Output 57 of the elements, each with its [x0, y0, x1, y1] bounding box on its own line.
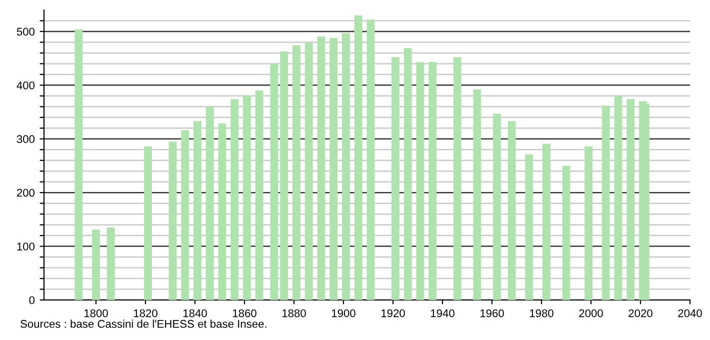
x-tick-label: 1800 [84, 309, 108, 318]
bar [168, 142, 177, 300]
bar [428, 62, 437, 300]
bar [602, 106, 610, 300]
y-tick-label: 100 [17, 242, 35, 250]
bar [392, 57, 400, 300]
bar [354, 15, 362, 300]
bar [144, 146, 152, 300]
bar [416, 62, 424, 300]
x-tick-label: 1860 [232, 309, 256, 318]
bar [342, 33, 350, 300]
y-tick-label: 500 [16, 28, 35, 36]
bar [542, 144, 550, 300]
bar [206, 106, 214, 300]
bar [366, 20, 375, 300]
y-tick-label: 0 [29, 296, 35, 304]
bar [562, 166, 570, 300]
bar [106, 228, 115, 300]
bar [614, 96, 622, 300]
x-tick-label: 1820 [134, 309, 158, 318]
x-tick-label: 1900 [332, 309, 356, 318]
bar [255, 90, 264, 300]
y-tick-label: 200 [16, 188, 35, 197]
x-tick-label: 1940 [430, 309, 454, 318]
y-tick-label: 400 [16, 81, 35, 90]
x-tick-label: 2020 [628, 309, 652, 318]
bar [453, 57, 462, 300]
bar [74, 29, 83, 300]
bar [404, 48, 412, 300]
bar [508, 121, 516, 300]
source-note: Sources : base Cassini de l'EHESS et base Insee. [20, 320, 266, 328]
bar [230, 99, 239, 300]
bar [473, 89, 482, 300]
bar [304, 42, 313, 300]
bar [181, 130, 190, 300]
bar [639, 101, 647, 300]
bar [525, 154, 534, 300]
bar [492, 114, 501, 300]
bar [626, 99, 635, 300]
x-tick-label: 1960 [480, 309, 504, 318]
x-tick-label: 2040 [678, 309, 702, 318]
bar [330, 38, 338, 300]
bar [193, 121, 202, 300]
y-tick-label: 300 [16, 135, 35, 144]
bar [292, 45, 300, 300]
bar [92, 230, 100, 300]
bar [280, 51, 288, 300]
bar [218, 123, 226, 300]
bar [317, 36, 326, 300]
x-tick-label: 2000 [579, 309, 603, 318]
x-tick-label: 1840 [183, 309, 207, 318]
x-tick-label: 1920 [381, 309, 405, 318]
bar [584, 146, 592, 300]
x-tick-label: 1980 [530, 309, 554, 318]
bar [270, 64, 278, 300]
bar [243, 95, 251, 300]
x-tick-label: 1880 [282, 309, 306, 318]
